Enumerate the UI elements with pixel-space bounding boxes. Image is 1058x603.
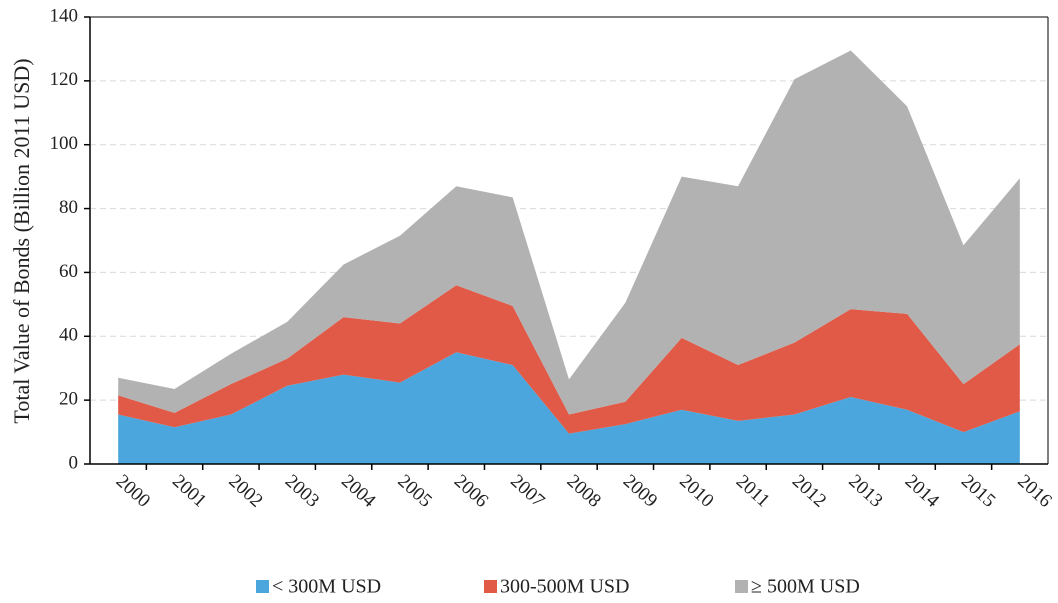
x-tick-label: 2002 bbox=[224, 471, 266, 512]
x-tick-label: 2009 bbox=[619, 471, 661, 512]
x-tick-label: 2016 bbox=[1013, 471, 1055, 512]
x-tick-label: 2000 bbox=[112, 471, 154, 512]
legend-label: 300-500M USD bbox=[500, 576, 629, 598]
x-tick-label: 2005 bbox=[394, 471, 436, 512]
y-tick-label: 20 bbox=[59, 389, 78, 410]
y-tick-label: 100 bbox=[50, 133, 79, 154]
x-tick-label: 2011 bbox=[732, 471, 774, 512]
legend-swatch bbox=[256, 580, 269, 593]
legend-label: < 300M USD bbox=[272, 576, 381, 598]
x-tick-label: 2006 bbox=[450, 471, 492, 512]
legend-swatch bbox=[484, 580, 497, 593]
x-tick-label: 2007 bbox=[506, 471, 548, 512]
x-tick-label: 2008 bbox=[563, 471, 605, 512]
area bbox=[118, 285, 1020, 434]
x-tick-label: 2001 bbox=[168, 471, 210, 512]
area bbox=[118, 352, 1020, 464]
y-tick-label: 40 bbox=[59, 325, 78, 346]
y-tick-label: 120 bbox=[50, 69, 79, 90]
x-tick-label: 2014 bbox=[901, 471, 944, 512]
x-tick-label: 2015 bbox=[957, 471, 999, 512]
x-tick-label: 2003 bbox=[281, 471, 323, 512]
x-tick-label: 2013 bbox=[844, 471, 886, 512]
legend-swatch bbox=[735, 580, 748, 593]
x-tick-label: 2010 bbox=[675, 471, 717, 512]
y-tick-label: 60 bbox=[59, 261, 78, 282]
area bbox=[118, 50, 1020, 415]
x-tick-label: 2004 bbox=[337, 471, 380, 512]
y-tick-label: 80 bbox=[59, 197, 78, 218]
x-tick-label: 2012 bbox=[788, 471, 830, 512]
legend-label: ≥ 500M USD bbox=[751, 576, 860, 598]
y-tick-label: 0 bbox=[69, 452, 79, 473]
y-tick-label: 140 bbox=[50, 5, 79, 26]
y-axis-label: Total Value of Bonds (Billion 2011 USD) bbox=[9, 58, 34, 423]
